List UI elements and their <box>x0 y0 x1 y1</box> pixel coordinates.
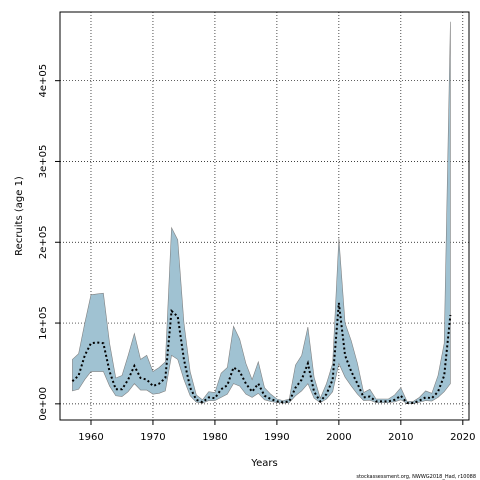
x-tick-label-1980: 1980 <box>202 432 227 443</box>
x-tick-label-1990: 1990 <box>264 432 289 443</box>
y-tick-label-100000: 1e+05 <box>38 306 49 340</box>
x-axis-title: Years <box>250 458 277 469</box>
x-tick-label-1970: 1970 <box>140 432 165 443</box>
y-axis-ticks: 0e+00 1e+05 2e+05 3e+05 4e+05 <box>38 64 60 421</box>
y-tick-label-0: 0e+00 <box>38 387 49 421</box>
x-tick-label-2010: 2010 <box>388 432 413 443</box>
x-tick-label-1960: 1960 <box>78 432 103 443</box>
footnote: stockassessment.org, NWWG2018_Had, r1008… <box>356 474 476 480</box>
y-axis-title: Recruits (age 1) <box>14 176 25 256</box>
series-upper-lower-band <box>72 21 451 404</box>
y-tick-label-200000: 2e+05 <box>38 225 49 259</box>
x-tick-label-2000: 2000 <box>326 432 351 443</box>
y-tick-label-300000: 3e+05 <box>38 145 49 179</box>
grid-lines <box>60 12 469 420</box>
x-axis-ticks: 1960 1970 1980 1990 2000 2010 2020 <box>78 420 476 443</box>
confidence-band <box>72 21 451 404</box>
y-tick-label-400000: 4e+05 <box>38 64 49 98</box>
x-tick-label-2020: 2020 <box>450 432 475 443</box>
plot-frame <box>59 11 470 421</box>
